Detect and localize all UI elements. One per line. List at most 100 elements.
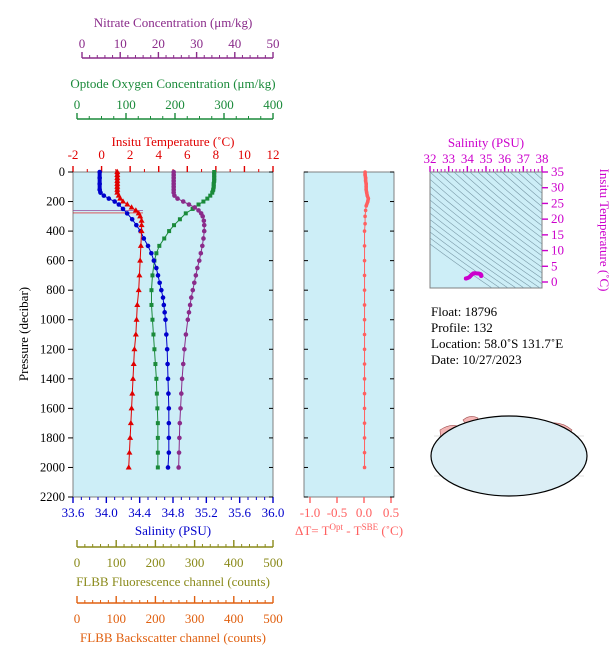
temperature-point: [137, 242, 144, 248]
salinity-point: [120, 206, 126, 212]
delta-t-point: [362, 421, 367, 425]
oxygen-point: [154, 376, 159, 381]
ts-plot-area: [429, 171, 543, 289]
oxygen-tick-label: 400: [263, 97, 283, 112]
salinity-tick-label: 33.6: [62, 505, 85, 520]
salinity-point: [163, 317, 168, 323]
oxygen-tick-label: 0: [74, 97, 81, 112]
delta-t-point: [362, 303, 367, 307]
ts-salinity-tick-label: 38: [536, 151, 549, 166]
ts-temperature-axis-title: Insitu Temperature (˚C): [597, 168, 609, 291]
delta-t-tick-label: -1.0: [300, 505, 321, 520]
nitrate-point: [179, 391, 184, 396]
density-contour: [461, 172, 542, 239]
temperature-point: [129, 390, 136, 396]
temperature-point: [138, 221, 145, 228]
salinity-tick-label: 34.4: [128, 505, 151, 520]
fluorescence-tick-label: 0: [74, 555, 81, 570]
ts-salinity-tick-label: 37: [517, 151, 531, 166]
ts-salinity-axis-title: Salinity (PSU): [448, 135, 524, 150]
nitrate-tick-label: 0: [79, 36, 86, 51]
ts-point: [479, 274, 484, 279]
salinity-point: [165, 465, 171, 470]
pressure-tick-label: 2000: [40, 460, 65, 474]
salinity-point: [97, 175, 102, 181]
pressure-tick-label: 1400: [40, 372, 65, 386]
delta-t-point: [365, 193, 370, 198]
salinity-point: [134, 222, 139, 228]
salinity-point: [161, 302, 167, 308]
delta-t-point: [362, 273, 367, 278]
salinity-point: [145, 243, 151, 249]
delta-t-point: [362, 244, 367, 248]
ts-temperature-tick-label: 15: [551, 227, 564, 242]
temperature-point: [128, 204, 135, 210]
nitrate-point: [179, 376, 185, 382]
pressure-tick-label: 800: [46, 283, 65, 297]
temperature-point: [127, 434, 134, 440]
salinity-point: [160, 295, 166, 300]
salinity-tick-label: 34.0: [95, 505, 118, 520]
delta-t-point: [363, 179, 368, 183]
nitrate-point: [201, 218, 207, 224]
delta-t-tick-label: -0.5: [327, 505, 348, 520]
oxygen-point: [212, 170, 217, 174]
pressure-tick-label: 600: [46, 254, 65, 268]
delta-t-point: [362, 406, 367, 411]
pressure-axis-title: Pressure (decibar): [16, 287, 31, 381]
oxygen-point: [149, 302, 154, 307]
temperature-point: [114, 168, 121, 174]
nitrate-point: [195, 265, 200, 271]
oxygen-point: [154, 391, 159, 396]
salinity-point: [166, 450, 172, 455]
fluorescence-tick-label: 300: [185, 555, 205, 570]
ts-salinity-tick-label: 34: [461, 151, 475, 166]
delta-t-point: [364, 190, 369, 195]
delta-t-axis-title: ΔT= TOpt - TSBE (˚C): [295, 522, 403, 538]
temperature-point: [138, 217, 145, 223]
salinity-tick-label: 35.6: [228, 505, 251, 520]
temperature-point: [120, 198, 126, 204]
delta-t-point: [363, 214, 367, 219]
temperature-point: [114, 177, 121, 183]
salinity-tick-label: 35.2: [195, 505, 218, 520]
delta-t-series: [362, 170, 371, 470]
delta-t-point: [363, 176, 368, 180]
oxygen-tick-label: 200: [165, 97, 185, 112]
ts-temperature-tick-label: 25: [551, 195, 564, 210]
temperature-point: [130, 360, 137, 367]
nitrate-point: [176, 465, 181, 470]
oxygen-tick-label: 300: [214, 97, 234, 112]
oxygen-point: [210, 190, 215, 195]
oxygen-point: [190, 206, 195, 211]
salinity-tick-label: 36.0: [262, 505, 285, 520]
backscatter-axis-title: FLBB Backscatter channel (counts): [80, 630, 266, 645]
density-contour: [430, 185, 542, 274]
salinity-point: [157, 280, 162, 286]
temperature-tick-label: 4: [155, 147, 162, 162]
nitrate-series: [171, 169, 207, 470]
temperature-tick-label: 0: [98, 147, 105, 162]
nitrate-point: [201, 236, 206, 241]
density-contour: [493, 172, 542, 214]
temperature-point: [138, 227, 145, 234]
salinity-point: [98, 190, 103, 195]
ts-salinity-tick-label: 36: [498, 151, 512, 166]
oxygen-point: [211, 184, 216, 189]
oxygen-point: [196, 202, 201, 207]
temperature-point: [128, 405, 135, 411]
density-contour: [501, 172, 542, 207]
temperature-point: [126, 449, 133, 455]
nitrate-tick-label: 10: [114, 36, 127, 51]
temperature-point: [114, 180, 121, 186]
temperature-series: [114, 168, 145, 470]
density-contour: [477, 172, 542, 227]
oxygen-point: [153, 362, 158, 367]
oxygen-point: [208, 193, 213, 198]
oxygen-point: [157, 243, 162, 248]
pressure-tick-label: 200: [46, 195, 65, 209]
delta-t-point: [363, 208, 368, 213]
oxygen-axis-title: Optode Oxygen Concentration (μm/kg): [70, 76, 275, 91]
